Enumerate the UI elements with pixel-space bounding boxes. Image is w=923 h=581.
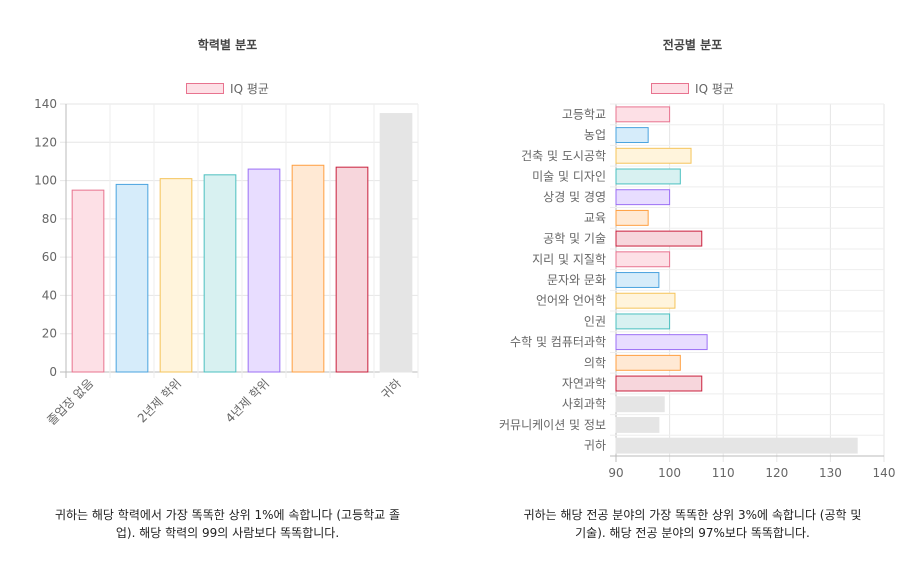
x-tick-label: 140 — [873, 466, 896, 480]
x-tick-label: 120 — [765, 466, 788, 480]
y-tick-label: 귀하 — [584, 439, 606, 453]
y-tick-label: 교육 — [584, 211, 606, 225]
x-tick-label: 110 — [712, 466, 735, 480]
education-caption-text: 귀하는 해당 학력에서 가장 똑똑한 상위 1%에 속합니다 (고등학교 졸업)… — [54, 508, 401, 540]
bar — [615, 127, 649, 144]
y-tick-label: 고등학교 — [562, 107, 606, 121]
y-tick-label: 상경 및 경영 — [543, 190, 606, 204]
bar — [615, 396, 665, 413]
bar — [615, 147, 692, 164]
y-tick-label: 공학 및 기술 — [543, 232, 606, 246]
y-tick-label: 지리 및 지질학 — [532, 252, 606, 266]
x-tick-label: 4년제 학위 — [223, 376, 272, 425]
y-tick-label: 사회과학 — [562, 397, 606, 411]
bar — [291, 164, 325, 373]
education-bar-chart: 0 20 40 60 80 100 120 140 졸업장 없음 2년제 학위 4년제 학위 귀하 — [34, 97, 419, 428]
education-chart-title: 학력별 분포 — [197, 38, 258, 52]
major-caption: 귀하는 해당 전공 분야의 가장 똑똑한 상위 3%에 속합니다 (공학 및 기… — [462, 506, 923, 542]
x-tick-label: 100 — [658, 466, 681, 480]
bar — [615, 334, 708, 351]
legend-label: IQ 평균 — [695, 82, 734, 96]
bar — [335, 166, 369, 373]
bar — [615, 168, 681, 185]
bar — [71, 189, 105, 373]
education-caption: 귀하는 해당 학력에서 가장 똑똑한 상위 1%에 속합니다 (고등학교 졸업)… — [0, 506, 455, 542]
major-caption-text: 귀하는 해당 전공 분야의 가장 똑똑한 상위 3%에 속합니다 (공학 및 기… — [523, 508, 862, 540]
y-tick-label: 인권 — [584, 314, 606, 328]
y-tick-label: 0 — [49, 365, 57, 379]
bar — [159, 178, 193, 373]
bar — [615, 354, 681, 371]
bar — [379, 113, 413, 373]
bar — [615, 437, 858, 454]
y-tick-label: 문자와 문화 — [547, 273, 606, 287]
bar — [615, 209, 649, 226]
y-tick-label: 80 — [42, 212, 57, 226]
bar — [615, 292, 676, 309]
y-tick-label: 120 — [34, 135, 57, 149]
y-tick-label: 농업 — [584, 128, 606, 142]
legend-swatch — [651, 83, 690, 94]
y-tick-label: 커뮤니케이션 및 정보 — [499, 418, 606, 432]
major-chart-title: 전공별 분포 — [662, 38, 723, 52]
bar — [203, 174, 237, 373]
x-tick-label: 130 — [819, 466, 842, 480]
y-tick-label: 40 — [42, 288, 57, 302]
bar — [615, 375, 703, 392]
y-tick-label: 100 — [34, 174, 57, 188]
bar — [247, 168, 281, 373]
x-tick-label: 2년제 학위 — [135, 376, 184, 425]
bar — [615, 416, 660, 433]
x-tick-label: 90 — [608, 466, 623, 480]
bar — [615, 189, 671, 206]
bar — [615, 313, 671, 330]
legend-swatch — [186, 83, 225, 94]
y-tick-label: 수학 및 컴퓨터과학 — [510, 335, 606, 349]
legend-label: IQ 평균 — [230, 82, 269, 96]
bar — [615, 272, 660, 288]
y-tick-label: 60 — [42, 250, 57, 264]
education-chart-legend[interactable]: IQ 평균 — [0, 80, 455, 97]
y-tick-label: 의학 — [584, 356, 606, 370]
x-tick-label: 귀하 — [379, 376, 405, 402]
y-tick-label: 건축 및 도시공학 — [521, 149, 606, 163]
bar — [615, 106, 671, 123]
y-tick-label: 언어와 언어학 — [536, 294, 606, 308]
bar — [615, 230, 703, 247]
y-tick-label: 미술 및 디자인 — [532, 169, 606, 183]
y-tick-label: 140 — [34, 97, 57, 111]
major-chart-legend[interactable]: IQ 평균 — [462, 80, 923, 97]
bar — [615, 251, 671, 268]
y-tick-label: 20 — [42, 327, 57, 341]
education-chart-panel: 학력별 분포 IQ 평균 0 20 40 60 80 100 120 140 졸업장 없음 2년제… — [0, 0, 455, 581]
x-tick-label: 졸업장 없음 — [44, 376, 96, 428]
bar — [115, 183, 149, 373]
y-tick-label: 자연과학 — [562, 377, 606, 391]
